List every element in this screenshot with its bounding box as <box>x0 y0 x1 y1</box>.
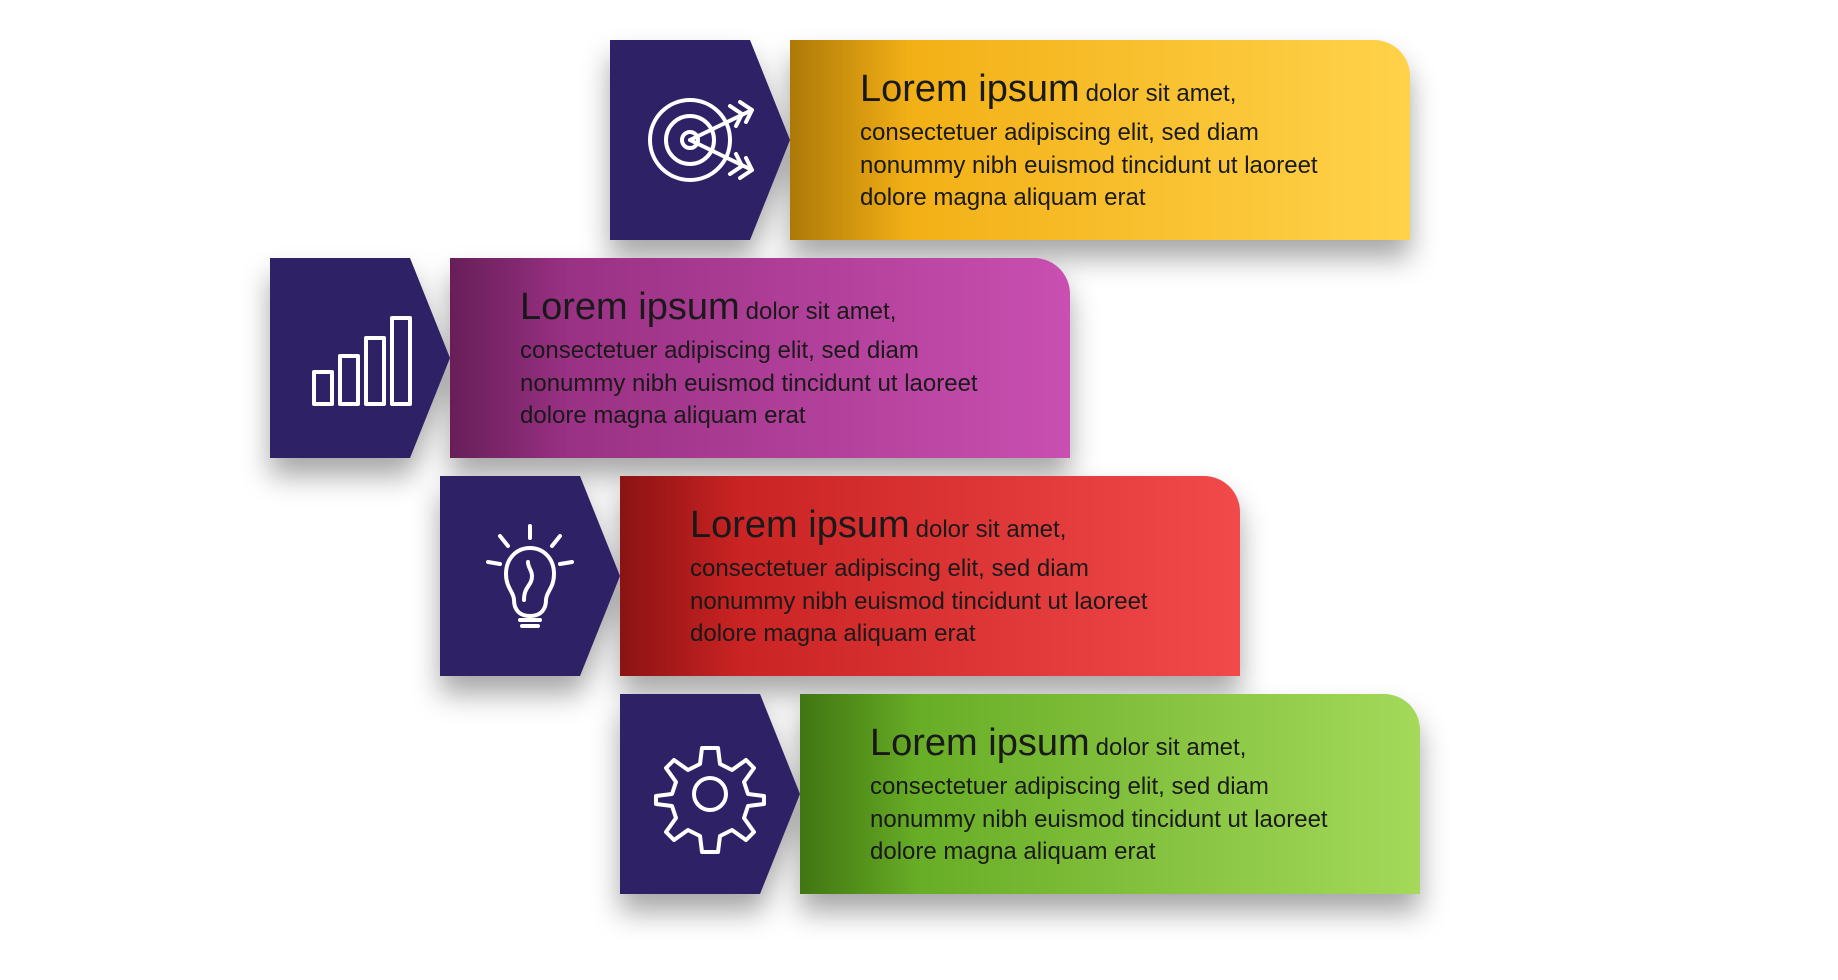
lightbulb-icon <box>470 516 590 636</box>
banner-chart: Lorem ipsum dolor sit amet, consectetuer… <box>270 258 1070 458</box>
body-chart: consectetuer adipiscing elit, sed diam n… <box>520 335 1030 432</box>
content-box-chart: Lorem ipsum dolor sit amet, consectetuer… <box>450 258 1070 458</box>
title-chart: Lorem ipsum dolor sit amet, <box>520 284 1030 332</box>
icon-box-chart <box>270 258 450 458</box>
title-lead: Lorem ipsum <box>860 68 1080 110</box>
icon-box-idea <box>440 476 620 676</box>
body-gear: consectetuer adipiscing elit, sed diam n… <box>870 771 1380 868</box>
title-idea: Lorem ipsum dolor sit amet, <box>690 502 1200 550</box>
banner-target: Lorem ipsum dolor sit amet, consectetuer… <box>610 40 1410 240</box>
content-box-gear: Lorem ipsum dolor sit amet, consectetuer… <box>800 694 1420 894</box>
body-target: consectetuer adipiscing elit, sed diam n… <box>860 117 1370 214</box>
content-box-idea: Lorem ipsum dolor sit amet, consectetuer… <box>620 476 1240 676</box>
bar-chart-icon <box>300 298 420 418</box>
title-tail: dolor sit amet, <box>1086 80 1237 107</box>
title-lead: Lorem ipsum <box>690 504 910 546</box>
banner-idea: Lorem ipsum dolor sit amet, consectetuer… <box>440 476 1240 676</box>
icon-box-gear <box>620 694 800 894</box>
title-lead: Lorem ipsum <box>870 722 1090 764</box>
icon-box-target <box>610 40 790 240</box>
title-tail: dolor sit amet, <box>916 516 1067 543</box>
title-gear: Lorem ipsum dolor sit amet, <box>870 720 1380 768</box>
title-tail: dolor sit amet, <box>1096 734 1247 761</box>
content-box-target: Lorem ipsum dolor sit amet, consectetuer… <box>790 40 1410 240</box>
body-idea: consectetuer adipiscing elit, sed diam n… <box>690 553 1200 650</box>
banner-gear: Lorem ipsum dolor sit amet, consectetuer… <box>620 694 1420 894</box>
title-target: Lorem ipsum dolor sit amet, <box>860 66 1370 114</box>
target-arrow-icon <box>640 80 760 200</box>
gear-icon <box>650 734 770 854</box>
title-lead: Lorem ipsum <box>520 286 740 328</box>
infographic-stage: Lorem ipsum dolor sit amet, consectetuer… <box>0 0 1838 980</box>
title-tail: dolor sit amet, <box>746 298 897 325</box>
